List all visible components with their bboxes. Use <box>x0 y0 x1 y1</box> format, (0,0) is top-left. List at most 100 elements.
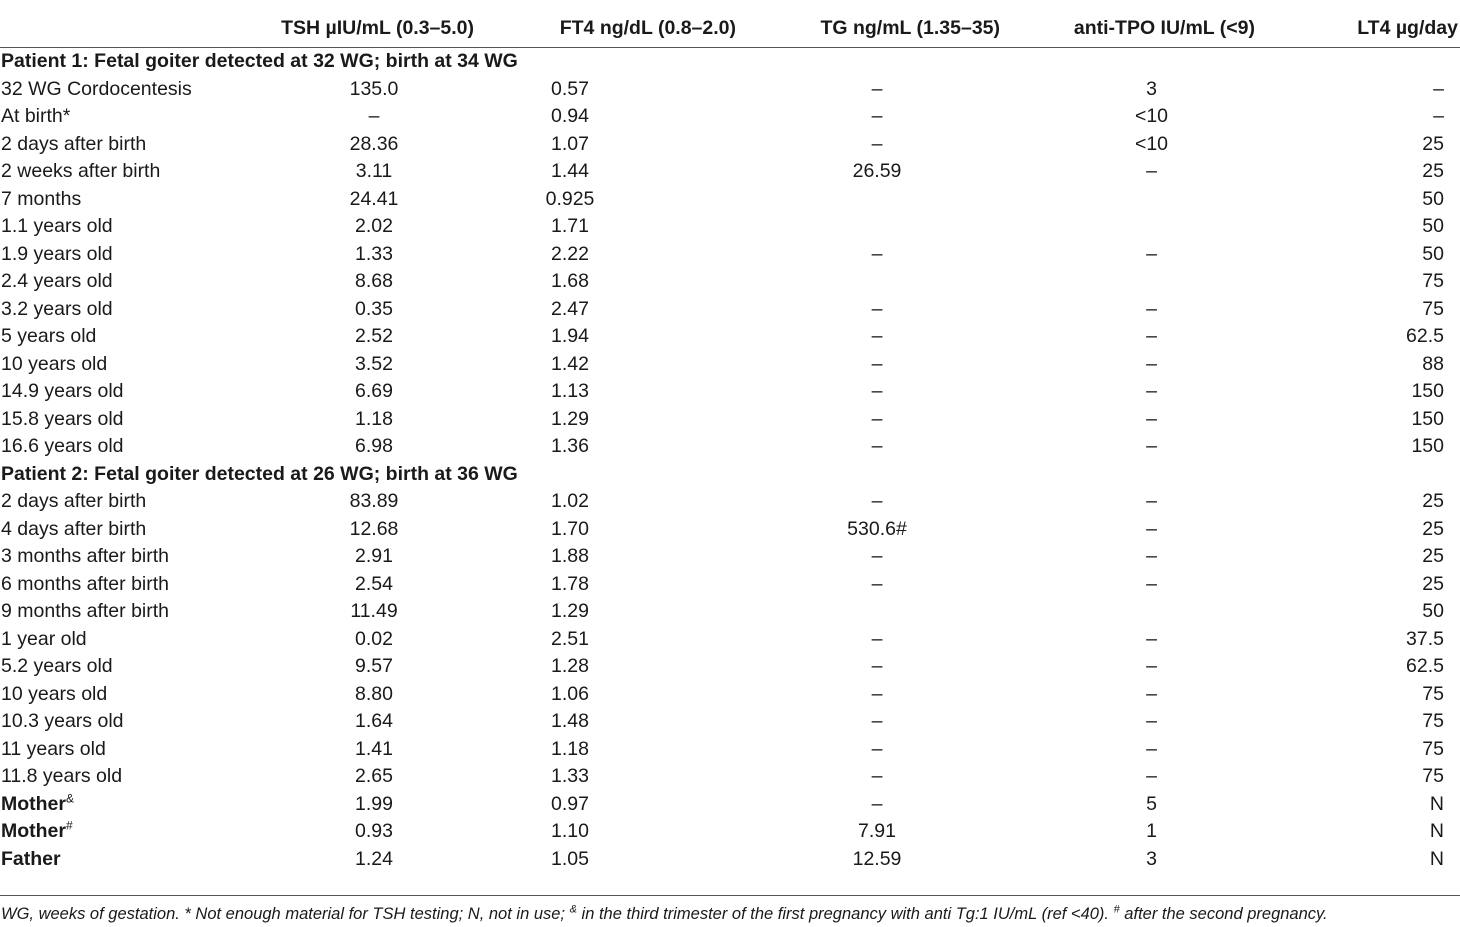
cell-label: Mother& <box>0 791 250 819</box>
cell-ft4: 0.57 <box>551 77 589 100</box>
cell-tg: – <box>871 105 883 127</box>
cell-label: 11.8 years old <box>1 765 123 787</box>
cell-tsh: 1.64 <box>355 710 393 732</box>
cell-ft4: 1.13 <box>551 380 589 402</box>
cell-lt4: – <box>1433 77 1444 100</box>
cell-label: 1.9 years old <box>1 242 113 265</box>
cell-tsh: 3.11 <box>355 160 393 182</box>
cell-lt4: 50 <box>1422 187 1444 210</box>
cell-tg <box>740 213 1040 241</box>
cell-tg: – <box>871 490 883 512</box>
cell-tg: – <box>871 380 883 402</box>
cell-ft4: 1.28 <box>551 655 589 677</box>
cell-tpo: – <box>1146 710 1157 732</box>
cell-lt4: 25 <box>1422 545 1444 567</box>
cell-label: 3 months after birth <box>1 545 169 567</box>
table-row: 1.1 years old 2.02 1.71 50 <box>0 213 1460 241</box>
cell-ft4: 1.10 <box>551 820 589 842</box>
cell-tpo <box>1040 598 1275 626</box>
cell-lt4: 62.5 <box>1406 325 1444 347</box>
cell-lt4: 62.5 <box>1406 655 1444 677</box>
cell-tpo: – <box>1146 490 1157 512</box>
cell-lt4: 25 <box>1422 160 1444 182</box>
cell-label: 1.1 years old <box>1 215 113 237</box>
cell-label: 2.4 years old <box>1 270 113 292</box>
cell-tsh: 11.49 <box>350 600 398 622</box>
cell-tsh: – <box>368 105 380 127</box>
cell-tsh: 8.80 <box>355 682 393 705</box>
cell-tsh: 1.99 <box>355 792 393 815</box>
cell-tg: – <box>871 737 883 760</box>
cell-lt4: 75 <box>1422 270 1444 292</box>
cell-tpo <box>1040 186 1275 214</box>
cell-tg: – <box>871 242 883 265</box>
cell-lt4: 50 <box>1422 600 1444 622</box>
row-label-superscript: & <box>66 791 75 805</box>
table-row: Mother& 1.99 0.97–5 N <box>0 791 1460 819</box>
cell-tsh: 12.68 <box>349 517 399 540</box>
cell-tsh: 2.65 <box>355 765 393 787</box>
table-row: Father 1.24 1.05 12.59 3 N <box>0 846 1460 874</box>
cell-ft4: 0.97 <box>551 792 589 815</box>
cell-tsh: 3.52 <box>355 352 393 375</box>
cell-label: 16.6 years old <box>1 435 124 457</box>
cell-lt4: 150 <box>1411 380 1444 402</box>
row-label: Mother <box>1 820 66 842</box>
cell-lt4: 75 <box>1422 710 1444 732</box>
cell-tpo: – <box>1146 160 1157 182</box>
cell-label: 3.2 years old <box>1 297 113 320</box>
section-title: Patient 2: Fetal goiter detected at 26 W… <box>1 462 518 485</box>
table-row: 5.2 years old 9.57 1.28 – – 62.5 <box>0 653 1460 681</box>
cell-ft4: 1.78 <box>551 572 589 595</box>
cell-tpo: – <box>1146 242 1157 265</box>
cell-lt4: N <box>1429 847 1444 870</box>
cell-ft4: 1.05 <box>551 847 589 870</box>
cell-lt4: 75 <box>1422 297 1444 320</box>
cell-label: 32 WG Cordocentesis <box>1 77 192 100</box>
cell-tsh: 2.02 <box>355 215 393 237</box>
cell-tg: – <box>871 325 883 347</box>
header-ft4: FT4 ng/dL (0.8–2.0) <box>500 10 740 48</box>
table-row: 15.8 years old 1.18 1.29 – – 150 <box>0 406 1460 434</box>
cell-tg <box>740 186 1040 214</box>
table-row: 10.3 years old 1.64 1.48 – – 75 <box>0 708 1460 736</box>
cell-tsh: 0.35 <box>355 297 393 320</box>
table-row: 2.4 years old 8.68 1.68 75 <box>0 268 1460 296</box>
cell-ft4: 2.47 <box>551 297 589 320</box>
cell-tpo <box>1040 213 1275 241</box>
cell-lt4: 25 <box>1422 490 1444 512</box>
table-row: 5 years old 2.52 1.94 – – 62.5 <box>0 323 1460 351</box>
cell-tpo: – <box>1146 352 1157 375</box>
footnote-sup-hash: # <box>1113 903 1120 916</box>
cell-tpo: <10 <box>1134 132 1169 155</box>
cell-tsh: 6.98 <box>355 435 393 457</box>
table-row: 1.9 years old 1.33 2.22 – – 50 <box>0 241 1460 269</box>
cell-label: 10 years old <box>1 682 108 705</box>
table-bottom-rule <box>0 895 1460 896</box>
cell-label: 10.3 years old <box>1 710 124 732</box>
cell-tsh: 6.69 <box>355 380 393 402</box>
cell-tpo: – <box>1146 627 1157 650</box>
table-row: 3 months after birth 2.91 1.88 – – 25 <box>0 543 1460 571</box>
table-row: 9 months after birth 11.49 1.29 50 <box>0 598 1460 626</box>
footnote-part3: after the second pregnancy. <box>1119 905 1328 923</box>
table-row: 2 days after birth 28.36 1.07 – <10 25 <box>0 131 1460 159</box>
cell-label: 10 years old <box>1 352 108 375</box>
cell-label: 2 days after birth <box>1 132 147 155</box>
cell-label: 9 months after birth <box>1 600 169 622</box>
cell-tg: – <box>871 77 883 100</box>
cell-tsh: 2.54 <box>355 572 393 595</box>
cell-tg: 26.59 <box>852 160 902 182</box>
cell-tg: – <box>871 545 883 567</box>
cell-tg: 7.91 <box>858 820 896 842</box>
cell-tsh: 135.0 <box>349 77 399 100</box>
cell-ft4: 1.07 <box>551 132 589 155</box>
footnote-sup-ampersand: & <box>569 903 577 916</box>
table-row: 11 years old 1.41 1.18 – – 75 <box>0 736 1460 764</box>
table-header: TSH µIU/mL (0.3–5.0) FT4 ng/dL (0.8–2.0)… <box>0 10 1460 48</box>
cell-lt4: 25 <box>1422 572 1444 595</box>
table-row: 3.2 years old 0.35 2.47 – – 75 <box>0 296 1460 324</box>
cell-lt4: 150 <box>1411 435 1444 457</box>
cell-lt4: 25 <box>1422 517 1444 540</box>
cell-ft4: 1.68 <box>551 270 589 292</box>
